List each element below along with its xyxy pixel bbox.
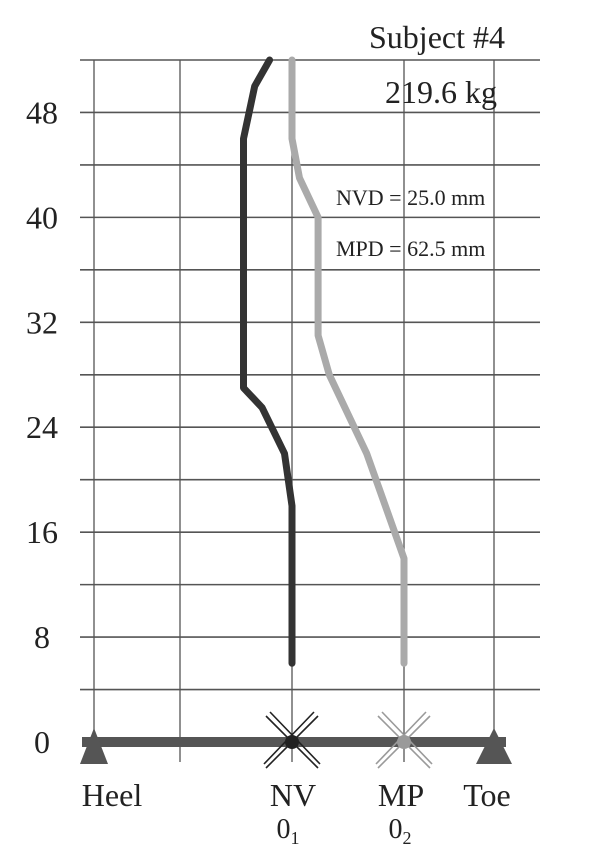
annotation-mpd: MPD = 62.5 mm: [336, 236, 485, 261]
chart-subtitle: 219.6 kg: [385, 74, 497, 110]
y-tick-label: 32: [26, 304, 58, 340]
origin-label-nv: 01: [277, 814, 300, 848]
axis-group: [80, 711, 512, 769]
origin-label-base: 0: [277, 814, 291, 845]
nv-origin-marker: [263, 711, 321, 769]
y-tick-label: 24: [26, 409, 58, 445]
origin-label-base: 0: [389, 814, 403, 845]
toe-marker: [476, 728, 512, 764]
heel-marker: [80, 728, 108, 764]
label-group: Subject #4 219.6 kg NVD = 25.0 mm MPD = …: [26, 19, 511, 848]
origin-dot: [397, 735, 411, 749]
origin-dot: [285, 735, 299, 749]
y-tick-label: 40: [26, 199, 58, 235]
grid: [80, 59, 540, 762]
x-label-heel: Heel: [82, 777, 143, 813]
origin-label-subscript: 1: [291, 828, 300, 848]
x-label-mp: MP: [378, 777, 424, 813]
origin-label-mp: 02: [389, 814, 412, 848]
series-line-2: [288, 56, 408, 667]
x-label-toe: Toe: [463, 777, 511, 813]
y-tick-label: 8: [34, 619, 50, 655]
annotation-nvd: NVD = 25.0 mm: [336, 185, 485, 210]
series-line-1: [240, 56, 296, 667]
series-group: [240, 56, 408, 667]
y-tick-label: 16: [26, 514, 58, 550]
y-tick-label: 0: [34, 724, 50, 760]
x-label-nv: NV: [270, 777, 316, 813]
origin-label-subscript: 2: [403, 828, 412, 848]
mp-origin-marker: [375, 711, 433, 769]
y-tick-label: 48: [26, 94, 58, 130]
chart-title: Subject #4: [369, 19, 505, 55]
